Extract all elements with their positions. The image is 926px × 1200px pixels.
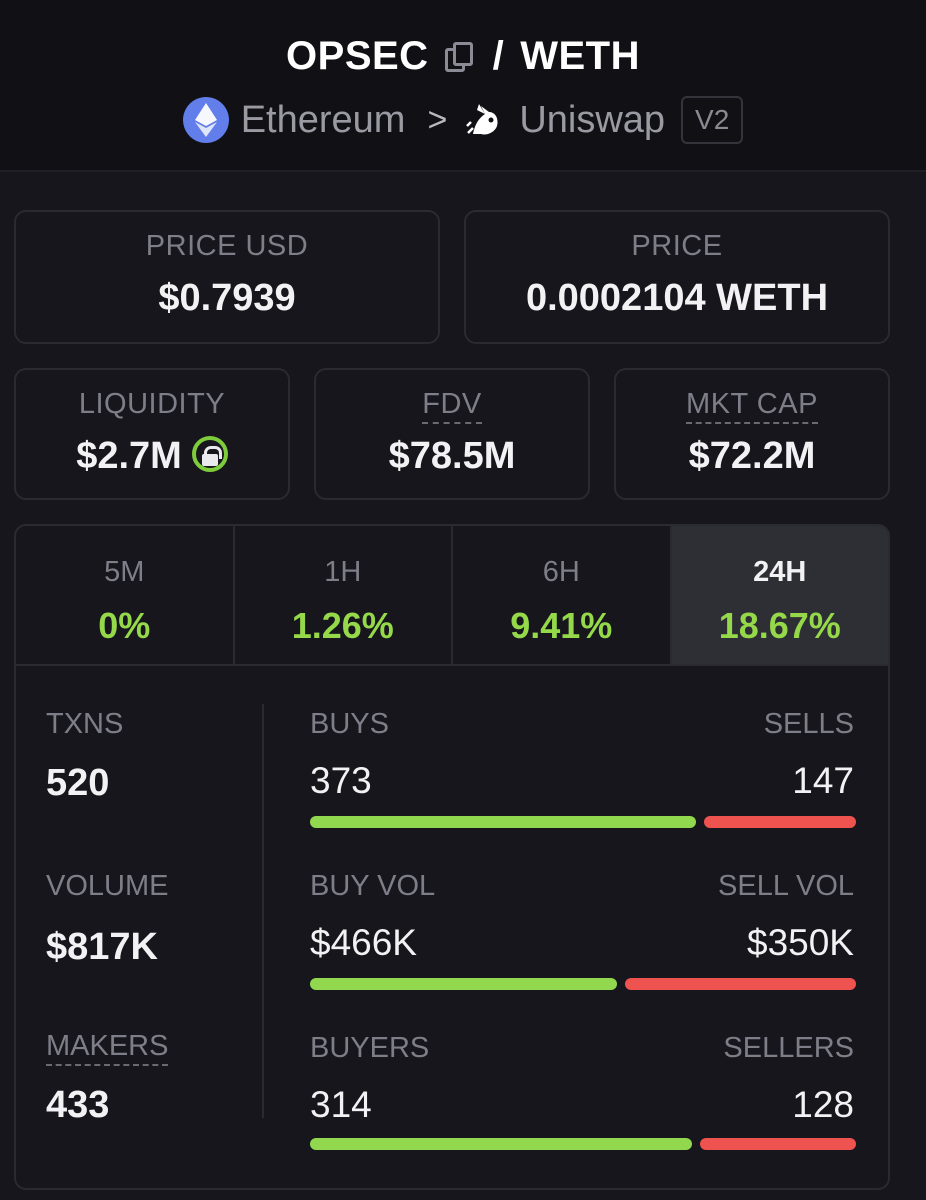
sells-bar bbox=[704, 816, 856, 828]
mkt-cap-label[interactable]: MKT CAP bbox=[686, 388, 818, 424]
sell-vol-value: $350K bbox=[747, 922, 854, 963]
dex-link[interactable]: Uniswap bbox=[519, 98, 666, 141]
buyers-value: 314 bbox=[310, 1084, 372, 1125]
tab-24h[interactable]: 24H 18.67% bbox=[671, 526, 888, 664]
fdv-label[interactable]: FDV bbox=[422, 388, 482, 424]
buys-value: 373 bbox=[310, 760, 372, 801]
volume-value: $817K bbox=[46, 926, 158, 968]
price-native-label: PRICE bbox=[631, 230, 723, 262]
buys-bar bbox=[310, 816, 696, 828]
tab-label: 6H bbox=[542, 556, 580, 588]
makers-value: 433 bbox=[46, 1084, 110, 1126]
stats-divider bbox=[262, 704, 264, 1118]
volume-label: VOLUME bbox=[46, 870, 169, 902]
transaction-stats: TXNS 520 VOLUME $817K MAKERS 433 BUYS SE… bbox=[14, 664, 890, 1190]
pair-header: OPSEC / WETH Ethereum > Uniswap V2 bbox=[0, 0, 926, 172]
pair-title: OPSEC / WETH bbox=[0, 34, 926, 79]
tab-label: 5M bbox=[104, 556, 145, 588]
sell-vol-label: SELL VOL bbox=[718, 870, 854, 902]
fdv-card: FDV $78.5M bbox=[314, 368, 590, 500]
copy-icon[interactable] bbox=[443, 40, 477, 74]
fdv-value: $78.5M bbox=[388, 435, 516, 477]
txns-label: TXNS bbox=[46, 708, 124, 740]
tab-label: 1H bbox=[324, 556, 362, 588]
uniswap-unicorn-icon bbox=[465, 100, 505, 140]
buy-vol-value: $466K bbox=[310, 922, 417, 963]
tab-5m[interactable]: 5M 0% bbox=[16, 526, 235, 664]
lock-icon[interactable] bbox=[191, 435, 228, 472]
sells-label: SELLS bbox=[763, 708, 854, 740]
tab-change-value: 9.41% bbox=[510, 605, 613, 646]
buys-label: BUYS bbox=[310, 708, 389, 740]
tab-change-value: 0% bbox=[98, 605, 151, 646]
sellers-label: SELLERS bbox=[723, 1032, 854, 1064]
liquidity-value-row: $2.7M bbox=[16, 435, 288, 478]
tab-label: 24H bbox=[753, 556, 807, 588]
price-usd-card: PRICE USD $0.7939 bbox=[14, 210, 440, 344]
sellers-value: 128 bbox=[792, 1084, 854, 1125]
chain-link[interactable]: Ethereum bbox=[240, 98, 406, 141]
quote-token-symbol: WETH bbox=[520, 34, 640, 78]
buyers-bar bbox=[310, 1138, 692, 1150]
buy-vol-label: BUY VOL bbox=[310, 870, 436, 902]
sell-vol-bar bbox=[625, 978, 856, 990]
chain-breadcrumb: Ethereum > Uniswap V2 bbox=[0, 96, 926, 144]
buyers-label: BUYERS bbox=[310, 1032, 430, 1064]
liquidity-card: LIQUIDITY $2.7M bbox=[14, 368, 290, 500]
chevron-right-icon: > bbox=[427, 100, 448, 139]
mkt-cap-value: $72.2M bbox=[688, 435, 816, 477]
mkt-cap-card: MKT CAP $72.2M bbox=[614, 368, 890, 500]
tab-change-value: 1.26% bbox=[291, 605, 394, 646]
liquidity-label: LIQUIDITY bbox=[78, 388, 226, 420]
timeframe-tabs: 5M 0% 1H 1.26% 6H 9.41% 24H 18.67% bbox=[14, 524, 890, 666]
price-native-card: PRICE 0.0002104 WETH bbox=[464, 210, 890, 344]
sells-value: 147 bbox=[792, 760, 854, 801]
price-usd-label: PRICE USD bbox=[145, 230, 309, 262]
buy-vol-bar bbox=[310, 978, 617, 990]
tab-change-value: 18.67% bbox=[718, 605, 841, 646]
dex-version-badge: V2 bbox=[681, 96, 744, 144]
ethereum-icon bbox=[182, 97, 229, 143]
pair-separator: / bbox=[492, 34, 505, 78]
txns-value: 520 bbox=[46, 762, 110, 804]
price-usd-value: $0.7939 bbox=[158, 277, 296, 319]
makers-label[interactable]: MAKERS bbox=[46, 1030, 169, 1066]
tab-1h[interactable]: 1H 1.26% bbox=[235, 526, 453, 664]
sellers-bar bbox=[700, 1138, 856, 1150]
tab-6h[interactable]: 6H 9.41% bbox=[453, 526, 672, 664]
price-native-value: 0.0002104 WETH bbox=[525, 277, 829, 319]
liquidity-value: $2.7M bbox=[76, 435, 182, 477]
base-token-symbol: OPSEC bbox=[286, 34, 429, 78]
